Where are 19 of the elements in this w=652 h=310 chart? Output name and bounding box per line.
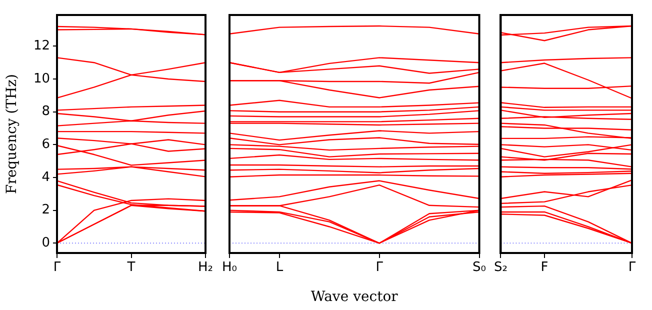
x-tick-label: H₀ <box>222 260 237 276</box>
y-tick-label: 12 <box>33 38 50 54</box>
x-tick-label: S₂ <box>494 260 508 276</box>
x-tick-label: S₀ <box>472 260 486 276</box>
y-tick-label: 10 <box>33 71 50 86</box>
x-tick-label: F <box>540 260 548 276</box>
x-tick-label: H₂ <box>198 260 214 276</box>
y-tick-label: 2 <box>42 202 50 218</box>
y-axis-title: Frequency (THz) <box>4 74 20 194</box>
x-tick-label: L <box>276 260 284 276</box>
x-tick-label: T <box>126 260 136 276</box>
y-tick-label: 4 <box>42 170 50 185</box>
y-tick-label: 0 <box>42 236 50 251</box>
y-tick-label: 6 <box>42 137 50 152</box>
x-tick-label: Γ <box>376 260 384 276</box>
x-tick-label: Γ <box>53 260 62 276</box>
x-tick-label: Γ <box>628 260 636 276</box>
y-tick-label: 8 <box>42 104 50 120</box>
x-axis-title: Wave vector <box>310 289 398 306</box>
